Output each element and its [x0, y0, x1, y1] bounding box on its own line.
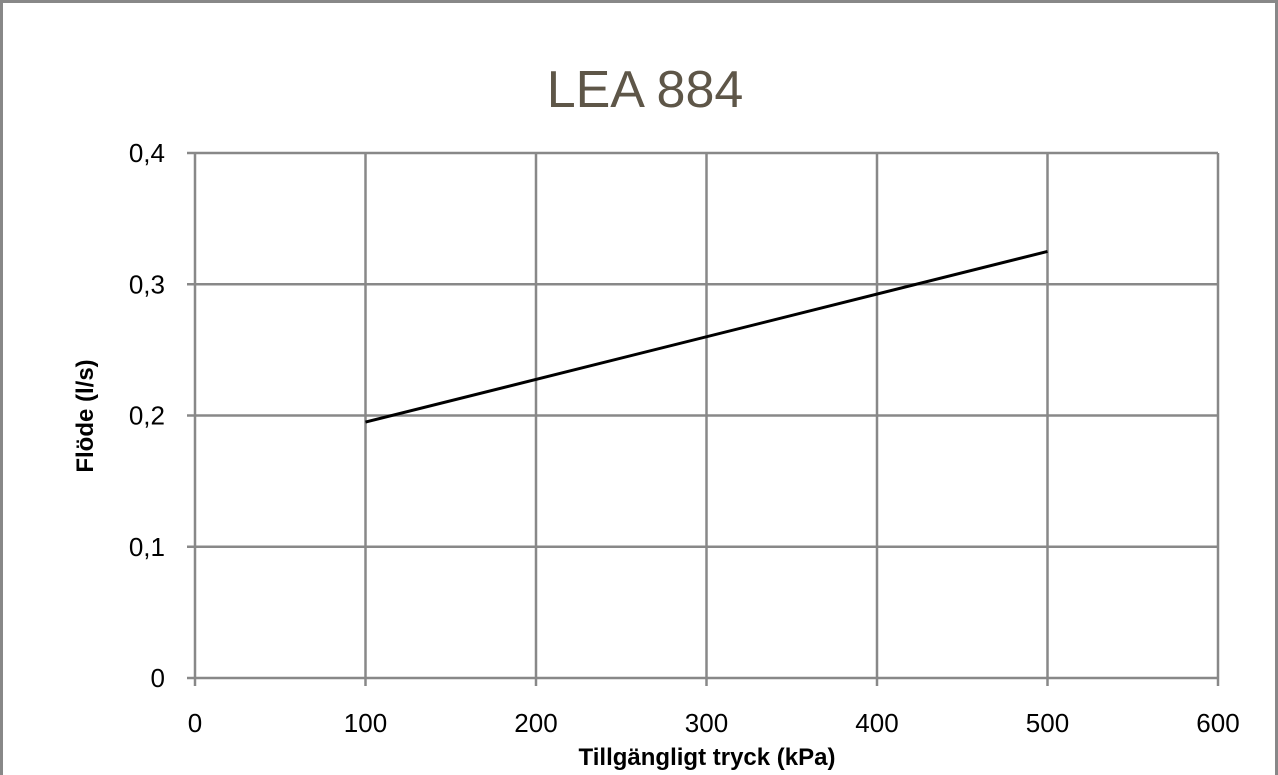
- y-tick-label: 0,2: [129, 401, 165, 431]
- x-tick-label: 600: [1196, 708, 1239, 738]
- series-layer: [365, 249, 1048, 424]
- x-tick-label: 300: [685, 708, 728, 738]
- grid: [195, 151, 1220, 678]
- x-tick-label: 400: [855, 708, 898, 738]
- axes: [187, 151, 1220, 686]
- y-tick-label: 0: [151, 663, 165, 693]
- y-axis-title: Flöde (l/s): [72, 359, 99, 472]
- x-tick-label: 0: [188, 708, 202, 738]
- x-tick-label: 100: [344, 708, 387, 738]
- x-axis-title: Tillgängligt tryck (kPa): [579, 744, 836, 771]
- y-tick-label: 0,1: [129, 532, 165, 562]
- x-tick-label: 500: [1026, 708, 1069, 738]
- y-tick-label: 0,3: [129, 269, 165, 299]
- x-tick-labels: 0 100 200 300 400 500 600: [188, 708, 1240, 738]
- chart-title: LEA 884: [547, 61, 744, 119]
- y-tick-labels: 0 0,1 0,2 0,3 0,4: [129, 138, 165, 693]
- y-tick-label: 0,4: [129, 138, 165, 168]
- x-tick-label: 200: [514, 708, 557, 738]
- series-line: [365, 249, 1048, 424]
